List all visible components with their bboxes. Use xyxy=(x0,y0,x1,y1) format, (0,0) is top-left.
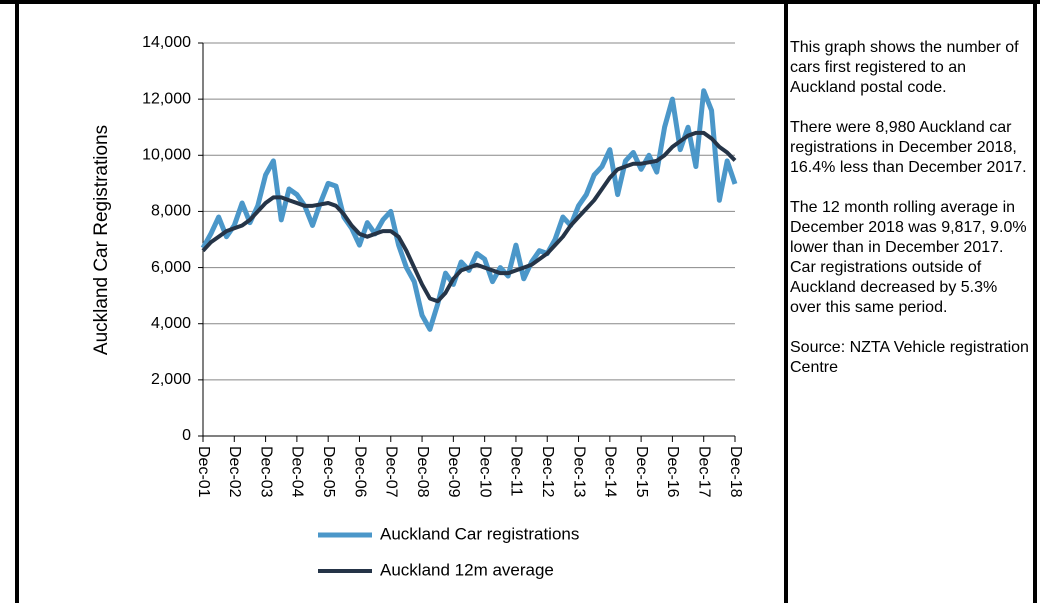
x-tick-label: Dec-12 xyxy=(539,446,556,498)
top-border xyxy=(0,0,1040,4)
x-tick-label: Dec-11 xyxy=(508,446,525,496)
x-tick-label: Dec-08 xyxy=(414,446,431,498)
y-tick-label: 12,000 xyxy=(142,90,191,107)
x-tick-label: Dec-18 xyxy=(727,446,744,498)
y-axis-title: Auckland Car Registrations xyxy=(91,125,112,355)
y-tick-label: 14,000 xyxy=(142,34,191,51)
text-panel: This graph shows the number of cars firs… xyxy=(790,38,1030,398)
y-tick-label: 10,000 xyxy=(142,147,191,164)
legend-label: Auckland Car registrations xyxy=(380,524,579,543)
x-tick-label: Dec-04 xyxy=(289,446,306,498)
y-tick-label: 4,000 xyxy=(151,315,191,332)
series-line xyxy=(201,130,737,304)
legend-label: Auckland 12m average xyxy=(380,560,554,579)
x-tick-label: Dec-06 xyxy=(351,446,368,498)
x-tick-label: Dec-15 xyxy=(633,446,650,498)
x-tick-label: Dec-07 xyxy=(383,446,400,498)
divider xyxy=(784,0,788,603)
panel-paragraph: Source: NZTA Vehicle registration Centre xyxy=(790,339,1029,376)
left-border xyxy=(15,0,19,603)
y-tick-label: 0 xyxy=(182,427,191,444)
panel-paragraph: The 12 month rolling average in December… xyxy=(790,199,1027,316)
x-tick-label: Dec-10 xyxy=(476,446,493,498)
series-line xyxy=(200,88,738,332)
y-tick-label: 8,000 xyxy=(151,203,191,220)
y-tick-label: 2,000 xyxy=(151,371,191,388)
x-tick-label: Dec-17 xyxy=(695,446,712,498)
panel-paragraph: This graph shows the number of cars firs… xyxy=(790,39,1019,96)
x-tick-label: Dec-01 xyxy=(195,446,212,498)
x-tick-label: Dec-09 xyxy=(445,446,462,498)
x-tick-label: Dec-02 xyxy=(226,446,243,498)
panel-paragraph: There were 8,980 Auckland car registrati… xyxy=(790,119,1027,176)
x-tick-label: Dec-14 xyxy=(602,446,619,498)
x-tick-label: Dec-13 xyxy=(570,446,587,498)
x-tick-label: Dec-05 xyxy=(320,446,337,498)
x-tick-label: Dec-16 xyxy=(664,446,681,498)
y-tick-label: 6,000 xyxy=(151,259,191,276)
x-tick-label: Dec-03 xyxy=(257,446,274,498)
right-border xyxy=(1033,0,1037,603)
